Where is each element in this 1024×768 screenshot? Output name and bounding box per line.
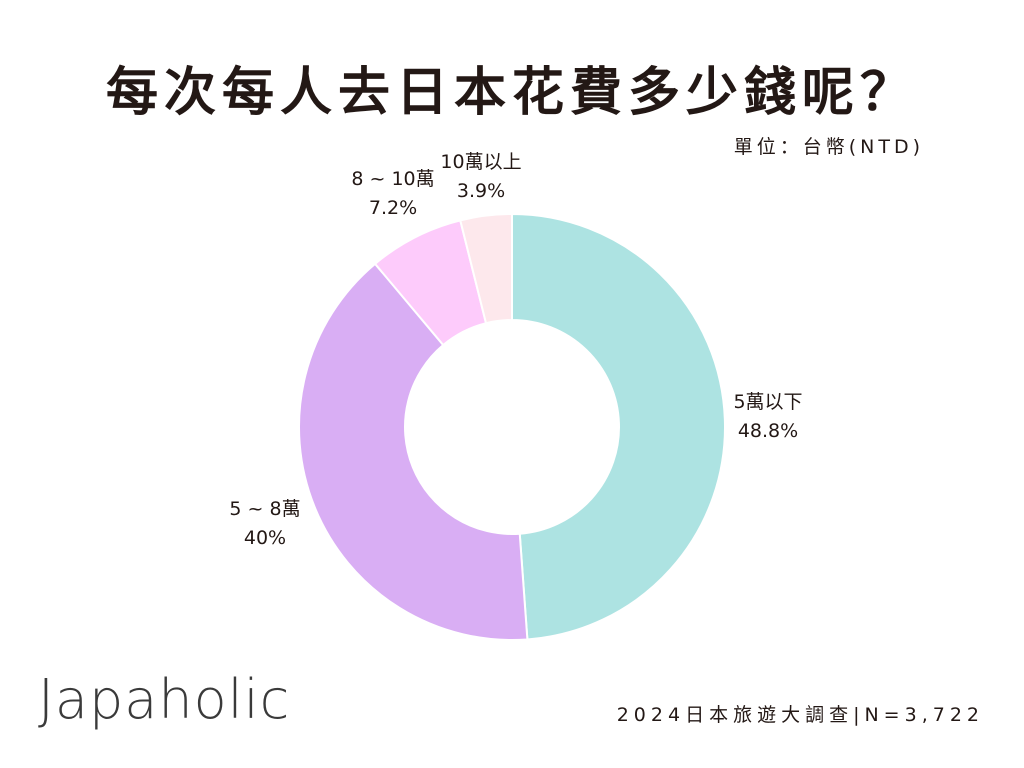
brand-logo: Japaholic <box>38 668 291 731</box>
donut-slice-1 <box>511 212 726 641</box>
donut-slice-2 <box>298 262 529 641</box>
slice-value-label-3: 7.2% <box>369 197 417 219</box>
chart-title: 每次每人去日本花費多少錢呢？ <box>105 63 918 123</box>
donut-slice-4 <box>459 212 513 325</box>
unit-label: 單位：台幣(NTD) <box>733 136 924 158</box>
slice-category-label-1: 5萬以下 <box>733 391 802 413</box>
slice-value-label-4: 3.9% <box>457 180 505 202</box>
survey-source: 2024日本旅遊大調查|N=3,722 <box>616 704 984 726</box>
slice-category-label-4: 10萬以上 <box>440 151 521 173</box>
slice-value-label-1: 48.8% <box>738 420 798 442</box>
slice-category-label-2: 5 ~ 8萬 <box>229 498 300 520</box>
slice-value-label-2: 40% <box>244 527 286 549</box>
slice-category-label-3: 8 ~ 10萬 <box>351 168 434 190</box>
